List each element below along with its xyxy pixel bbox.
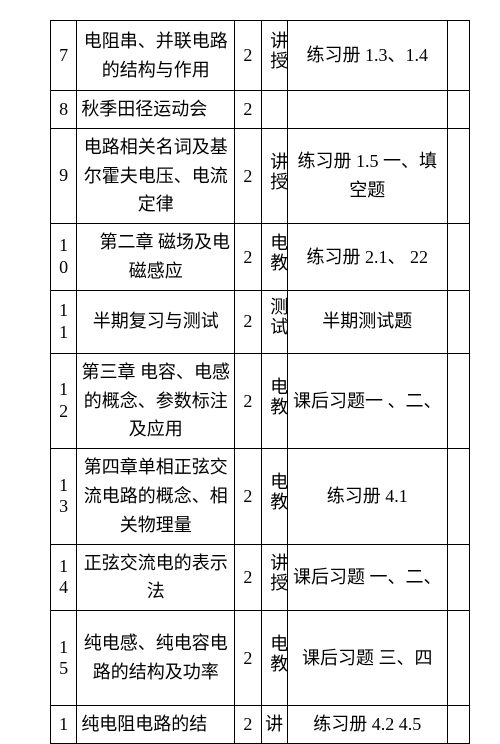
cell-num: 14	[51, 544, 77, 611]
page-container: 7 电阻串、并联电路的结构与作用 2 讲授 练习册 1.3、1.4 8 秋季田径…	[0, 0, 500, 708]
cell-num: 8	[51, 91, 77, 129]
cell-method: 电教	[261, 224, 287, 291]
cell-topic: 第四章单相正弦交流电路的概念、相关物理量	[77, 449, 235, 544]
cell-method: 讲授	[261, 128, 287, 223]
cell-topic: 电路相关名词及基尔霍夫电压、电流定律	[77, 128, 235, 223]
cell-blank	[447, 449, 469, 544]
cell-blank	[447, 91, 469, 129]
cell-topic: 秋季田径运动会	[77, 91, 235, 129]
table-row: 8 秋季田径运动会 2	[51, 91, 470, 129]
cell-num: 10	[51, 224, 77, 291]
cell-blank	[447, 290, 469, 353]
table-row: 1 纯电阻电路的结 2 讲 练习册 4.2 4.5	[51, 706, 470, 744]
cell-homework: 练习册 4.2 4.5	[287, 706, 447, 744]
cell-topic: 电阻串、并联电路的结构与作用	[77, 21, 235, 91]
table-row: 7 电阻串、并联电路的结构与作用 2 讲授 练习册 1.3、1.4	[51, 21, 470, 91]
table-row: 15 纯电感、纯电容电路的结构及功率 2 电教 课后习题 三、四	[51, 611, 470, 706]
cell-homework: 练习册 1.5 一、填空题	[287, 128, 447, 223]
cell-num: 7	[51, 21, 77, 91]
cell-method: 电教	[261, 449, 287, 544]
cell-topic: 半期复习与测试	[77, 290, 235, 353]
cell-blank	[447, 706, 469, 744]
cell-topic: 纯电感、纯电容电路的结构及功率	[77, 611, 235, 706]
cell-topic: 第三章 电容、电感的概念、参数标注及应用	[77, 353, 235, 448]
table-row: 12 第三章 电容、电感的概念、参数标注及应用 2 电教 课后习题一 、二、	[51, 353, 470, 448]
cell-homework	[287, 91, 447, 129]
cell-hours: 2	[235, 353, 261, 448]
cell-hours: 2	[235, 21, 261, 91]
cell-blank	[447, 224, 469, 291]
cell-hours: 2	[235, 544, 261, 611]
cell-homework: 课后习题 一、二、	[287, 544, 447, 611]
cell-topic: 正弦交流电的表示法	[77, 544, 235, 611]
cell-hours: 2	[235, 224, 261, 291]
cell-method: 电教	[261, 611, 287, 706]
cell-hours: 2	[235, 128, 261, 223]
cell-method: 讲授	[261, 544, 287, 611]
cell-num: 1	[51, 706, 77, 744]
cell-topic: 纯电阻电路的结	[77, 706, 235, 744]
cell-blank	[447, 353, 469, 448]
schedule-table: 7 电阻串、并联电路的结构与作用 2 讲授 练习册 1.3、1.4 8 秋季田径…	[50, 20, 470, 744]
cell-blank	[447, 21, 469, 91]
cell-homework: 练习册 2.1、 22	[287, 224, 447, 291]
table-body: 7 电阻串、并联电路的结构与作用 2 讲授 练习册 1.3、1.4 8 秋季田径…	[51, 21, 470, 744]
cell-method: 电教	[261, 353, 287, 448]
cell-method: 讲	[261, 706, 287, 744]
cell-hours: 2	[235, 449, 261, 544]
cell-homework: 练习册 1.3、1.4	[287, 21, 447, 91]
cell-hours: 2	[235, 91, 261, 129]
cell-hours: 2	[235, 290, 261, 353]
cell-homework: 半期测试题	[287, 290, 447, 353]
cell-hours: 2	[235, 706, 261, 744]
cell-num: 15	[51, 611, 77, 706]
cell-method: 讲授	[261, 21, 287, 91]
cell-num: 12	[51, 353, 77, 448]
cell-topic: 第二章 磁场及电磁感应	[77, 224, 235, 291]
cell-blank	[447, 544, 469, 611]
table-row: 14 正弦交流电的表示法 2 讲授 课后习题 一、二、	[51, 544, 470, 611]
table-row: 13 第四章单相正弦交流电路的概念、相关物理量 2 电教 练习册 4.1	[51, 449, 470, 544]
table-row: 9 电路相关名词及基尔霍夫电压、电流定律 2 讲授 练习册 1.5 一、填空题	[51, 128, 470, 223]
cell-method	[261, 91, 287, 129]
cell-hours: 2	[235, 611, 261, 706]
cell-homework: 课后习题一 、二、	[287, 353, 447, 448]
table-row: 11 半期复习与测试 2 测试 半期测试题	[51, 290, 470, 353]
cell-method: 测试	[261, 290, 287, 353]
cell-blank	[447, 128, 469, 223]
cell-homework: 练习册 4.1	[287, 449, 447, 544]
table-row: 10 第二章 磁场及电磁感应 2 电教 练习册 2.1、 22	[51, 224, 470, 291]
cell-blank	[447, 611, 469, 706]
cell-num: 11	[51, 290, 77, 353]
cell-homework: 课后习题 三、四	[287, 611, 447, 706]
cell-num: 13	[51, 449, 77, 544]
cell-num: 9	[51, 128, 77, 223]
